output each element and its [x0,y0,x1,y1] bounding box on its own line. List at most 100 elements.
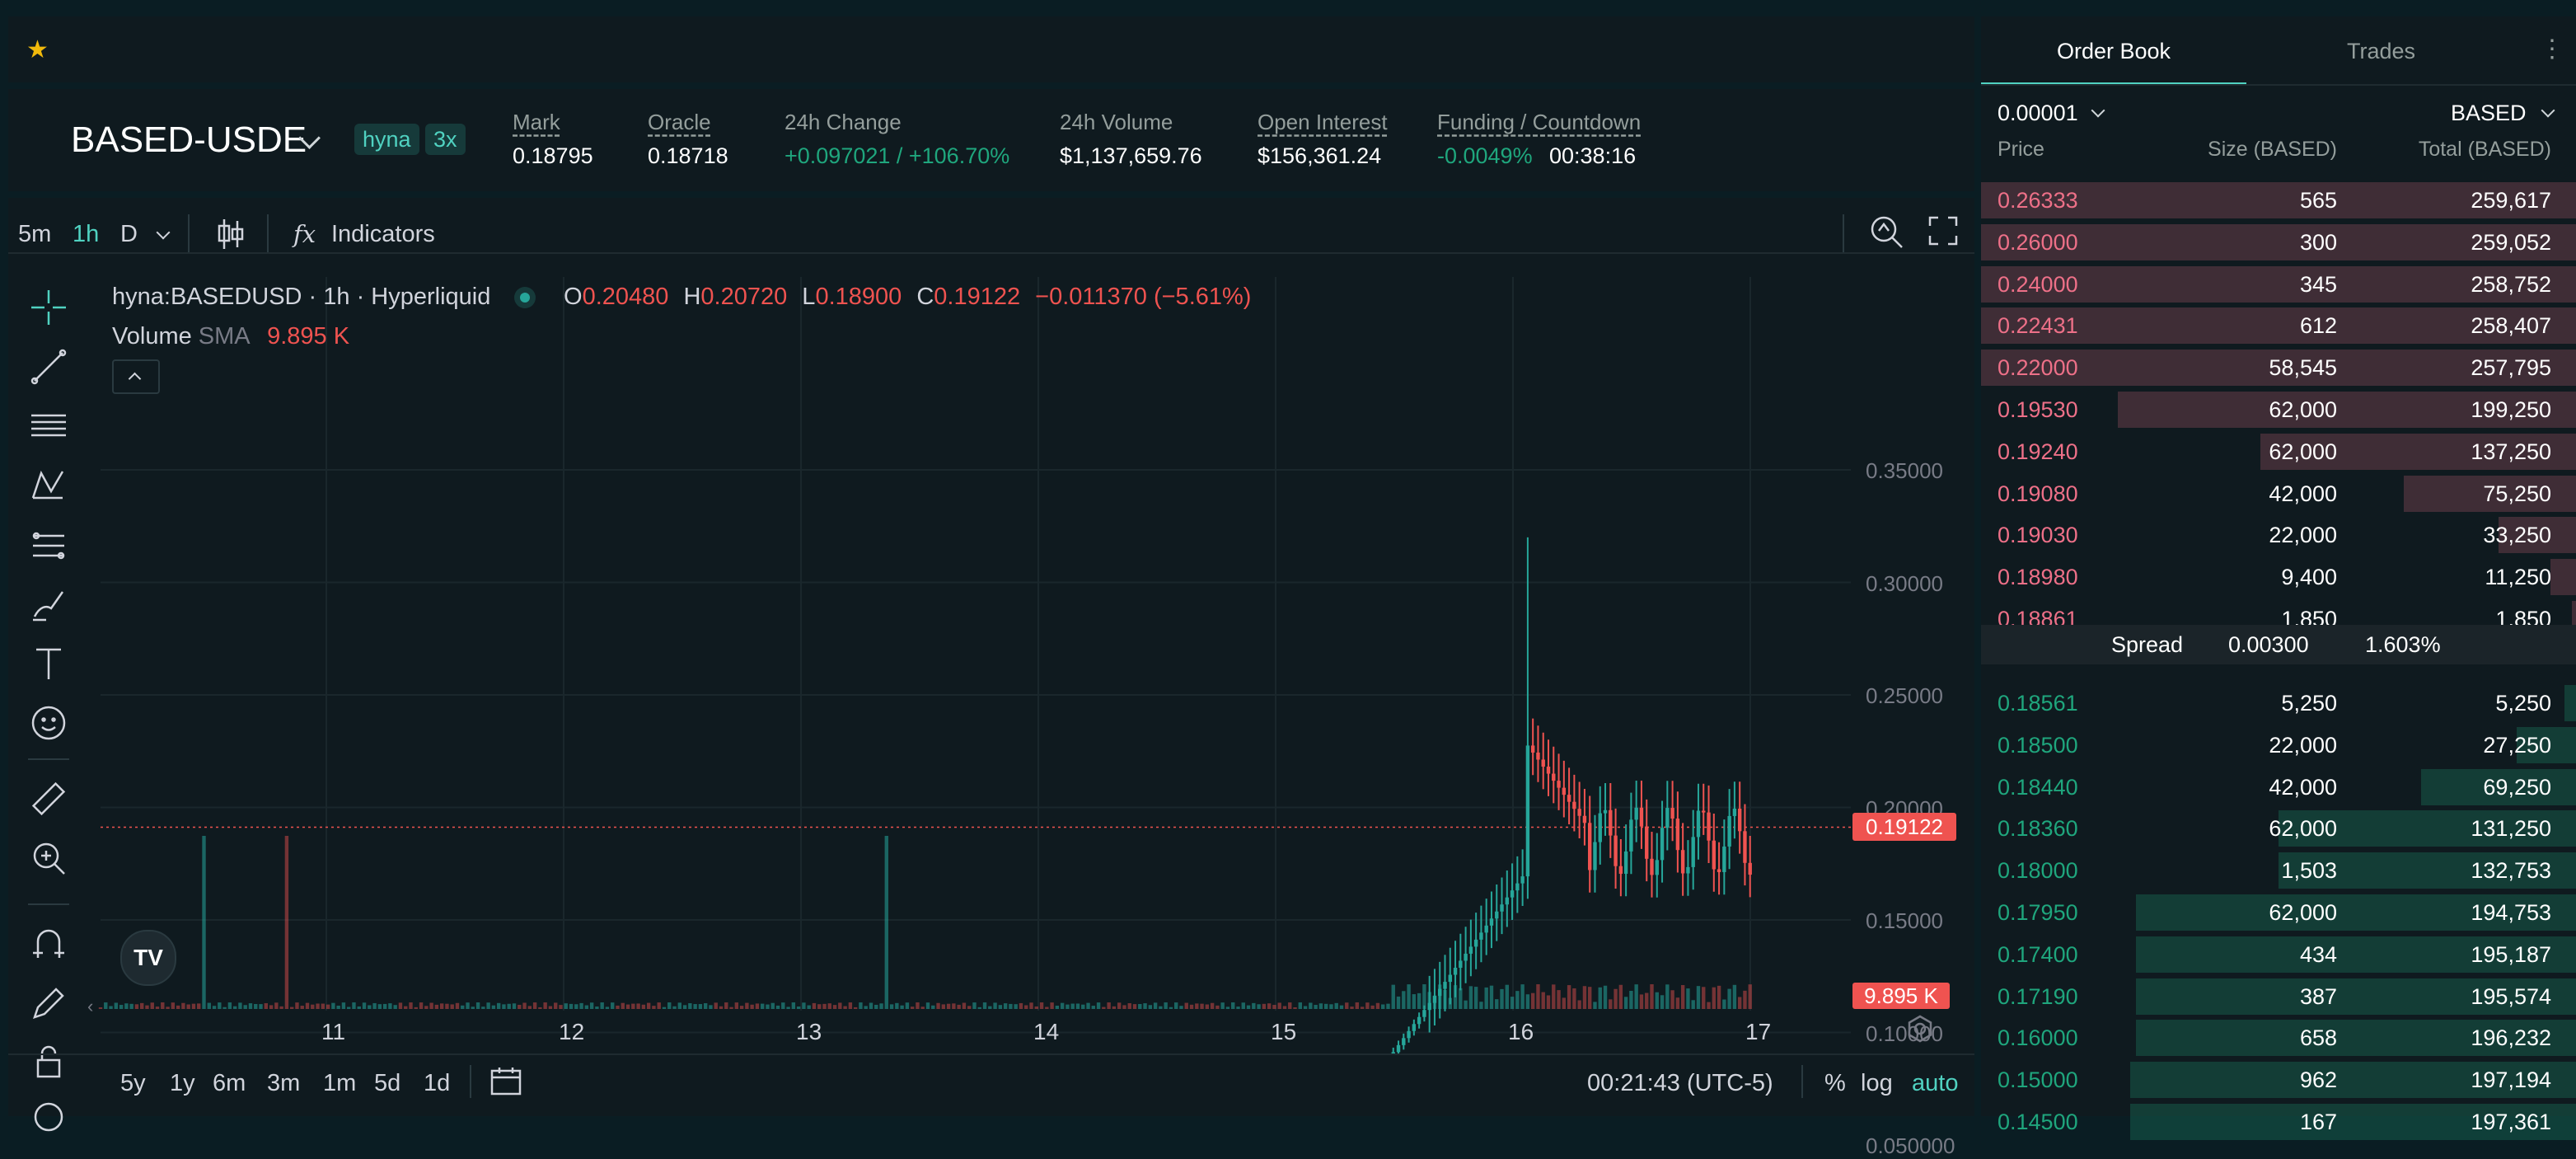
unit-chevron-icon[interactable] [2541,104,2555,118]
candle-body [1743,831,1746,862]
volume-bar [750,1005,753,1009]
more-options-icon[interactable]: ⋮ [2540,35,2564,63]
date-range-icon[interactable] [489,1067,522,1100]
collapse-legend-button[interactable] [112,359,160,394]
sma-label: SMA [199,323,249,350]
volume-bar [590,1002,593,1009]
bid-row[interactable]: 0.16000 658 196,232 [1981,1017,2576,1055]
tabs-border [1981,84,2576,86]
ohlc-o: 0.20480 [583,284,669,310]
volume-bar [652,1006,655,1009]
interval-5m[interactable]: 5m [18,218,51,251]
interval-chevron-icon[interactable] [157,226,171,240]
order-total: 196,232 [2471,1025,2551,1051]
tick-size-select[interactable]: 0.00001 [1998,99,2078,127]
range-1d[interactable]: 1d [424,1068,450,1098]
indicators-button[interactable]: Indicators [331,218,435,251]
fullscreen-icon[interactable] [1927,214,1960,251]
volume-tag: 9.895 K [1852,983,1950,1009]
volume-bar [1081,1005,1084,1009]
candle-type-icon[interactable] [214,216,247,256]
order-size: 658 [2300,1025,2337,1051]
volume-bar [786,1006,789,1009]
percent-scale-toggle[interactable]: % [1824,1068,1846,1098]
y-tick: 0.050000 [1866,1133,1955,1159]
replay-icon[interactable] [1867,213,1905,255]
price-chart[interactable] [8,252,1974,1053]
volume-bar [854,1007,857,1009]
log-scale-toggle[interactable]: log [1861,1068,1893,1098]
range-5d[interactable]: 5d [374,1068,400,1098]
volume-bar [1356,1002,1359,1009]
volume-bar [502,1004,505,1009]
volume-bar [1143,1003,1146,1009]
interval-d[interactable]: D [120,218,138,251]
pair-selector[interactable]: BASED-USDE [71,115,307,165]
volume-bar [331,1003,335,1009]
range-6m[interactable]: 6m [213,1068,246,1098]
volume-bar [833,1005,836,1009]
volume-bar [636,1003,639,1009]
order-size: 167 [2300,1109,2337,1135]
candle-body [1459,960,1462,968]
order-size: 62,000 [2269,899,2337,926]
volume-bar [1122,1005,1126,1009]
order-price: 0.19240 [1998,439,2078,465]
spread-percent: 1.603% [2365,631,2441,658]
volume-bar [1490,986,1493,1009]
unit-select[interactable]: BASED [2451,99,2527,127]
fx-icon[interactable]: fx [293,218,316,251]
order-size: 434 [2300,941,2337,968]
auto-scale-toggle[interactable]: auto [1912,1068,1958,1098]
volume-bar [140,1003,143,1009]
volume-bar [456,1003,459,1009]
interval-1h[interactable]: 1h [73,218,99,251]
tradingview-logo[interactable]: TV [120,930,176,986]
range-1m[interactable]: 1m [323,1068,356,1098]
candle-body [1634,808,1637,820]
candle-body [1506,898,1509,905]
range-5y[interactable]: 5y [120,1068,146,1098]
volume-bar [1640,994,1643,1009]
range-1y[interactable]: 1y [170,1068,195,1098]
volume-bar [885,836,888,1009]
volume-bar [916,1002,919,1009]
volume-bar [1572,988,1576,1009]
star-icon[interactable]: ★ [26,38,49,63]
eye-icon[interactable] [28,1096,69,1138]
settings-gear-icon[interactable] [1905,1014,1935,1048]
order-price: 0.16000 [1998,1025,2078,1051]
volume-bar [1459,988,1462,1009]
tab-trades[interactable]: Trades [2347,35,2415,68]
volume-bar [879,1003,883,1009]
volume-bar [1242,1002,1245,1009]
last-price-tag: 0.19122 [1852,813,1956,841]
tick-size-chevron-icon[interactable] [2091,104,2105,118]
range-3m[interactable]: 3m [267,1068,300,1098]
timezone-clock[interactable]: 00:21:43 (UTC-5) [1587,1068,1773,1098]
volume-bar [756,1003,759,1009]
tab-order-book[interactable]: Order Book [2057,35,2171,68]
volume-bar [1427,992,1431,1009]
volume-bar [709,1005,712,1009]
